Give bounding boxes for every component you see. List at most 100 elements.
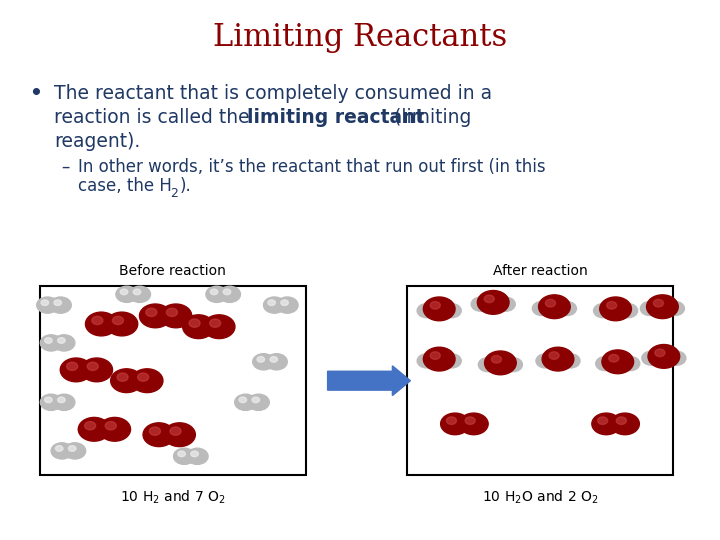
- Circle shape: [667, 351, 686, 365]
- FancyArrow shape: [328, 366, 410, 395]
- Circle shape: [616, 417, 626, 424]
- Text: ).: ).: [180, 177, 192, 195]
- Circle shape: [532, 301, 551, 315]
- Circle shape: [471, 297, 490, 311]
- Circle shape: [268, 300, 275, 306]
- Circle shape: [203, 315, 235, 339]
- Circle shape: [111, 369, 143, 393]
- Circle shape: [235, 394, 256, 410]
- Circle shape: [539, 295, 570, 319]
- Circle shape: [183, 315, 215, 339]
- Circle shape: [219, 286, 240, 302]
- Circle shape: [423, 297, 455, 321]
- Circle shape: [55, 446, 63, 451]
- Circle shape: [50, 297, 71, 313]
- Circle shape: [536, 354, 554, 368]
- Circle shape: [87, 362, 98, 370]
- Circle shape: [281, 300, 288, 306]
- Circle shape: [542, 347, 574, 371]
- Circle shape: [51, 443, 73, 459]
- Circle shape: [116, 286, 138, 302]
- Circle shape: [619, 303, 638, 318]
- Circle shape: [160, 304, 192, 328]
- Circle shape: [504, 357, 523, 372]
- Circle shape: [58, 338, 65, 343]
- Text: 10 H$_2$ and 7 O$_2$: 10 H$_2$ and 7 O$_2$: [120, 489, 225, 506]
- Circle shape: [491, 355, 502, 363]
- Circle shape: [593, 303, 612, 318]
- Circle shape: [417, 303, 436, 318]
- Text: reagent).: reagent).: [54, 132, 140, 151]
- Circle shape: [642, 351, 660, 365]
- Circle shape: [186, 448, 208, 464]
- Circle shape: [465, 417, 475, 424]
- Circle shape: [606, 301, 617, 309]
- Circle shape: [140, 304, 171, 328]
- Circle shape: [206, 286, 228, 302]
- Circle shape: [163, 423, 195, 447]
- Circle shape: [446, 417, 456, 424]
- Circle shape: [60, 358, 92, 382]
- Circle shape: [191, 451, 199, 457]
- Circle shape: [648, 345, 680, 368]
- Circle shape: [189, 319, 200, 327]
- Circle shape: [120, 289, 128, 295]
- Circle shape: [117, 373, 128, 381]
- Circle shape: [178, 451, 186, 457]
- Circle shape: [81, 358, 112, 382]
- Circle shape: [443, 303, 462, 318]
- Circle shape: [484, 295, 495, 302]
- Circle shape: [640, 301, 659, 315]
- Text: 10 H$_2$O and 2 O$_2$: 10 H$_2$O and 2 O$_2$: [482, 489, 598, 506]
- Bar: [40, 286, 306, 475]
- Bar: [407, 286, 673, 475]
- Circle shape: [621, 356, 640, 370]
- Circle shape: [666, 301, 685, 315]
- Circle shape: [276, 297, 298, 313]
- Circle shape: [143, 423, 175, 447]
- Circle shape: [600, 297, 631, 321]
- Circle shape: [459, 413, 488, 435]
- Text: (limiting: (limiting: [388, 108, 472, 127]
- Circle shape: [441, 413, 469, 435]
- Circle shape: [78, 417, 110, 441]
- Circle shape: [58, 397, 65, 403]
- Circle shape: [170, 427, 181, 435]
- Text: Before reaction: Before reaction: [120, 264, 226, 278]
- Circle shape: [595, 356, 614, 370]
- Circle shape: [210, 289, 218, 295]
- Circle shape: [40, 394, 62, 410]
- Circle shape: [423, 347, 455, 371]
- Circle shape: [264, 297, 285, 313]
- Circle shape: [53, 394, 75, 410]
- Circle shape: [430, 352, 441, 359]
- Circle shape: [40, 335, 62, 351]
- Circle shape: [558, 301, 577, 315]
- Text: reaction is called the: reaction is called the: [54, 108, 256, 127]
- Text: The reactant that is completely consumed in a: The reactant that is completely consumed…: [54, 84, 492, 103]
- Circle shape: [477, 291, 509, 314]
- Circle shape: [654, 349, 665, 356]
- Circle shape: [92, 316, 103, 325]
- Circle shape: [266, 354, 287, 370]
- Circle shape: [64, 443, 86, 459]
- Text: 2: 2: [170, 187, 178, 200]
- Circle shape: [68, 446, 76, 451]
- Text: After reaction: After reaction: [492, 264, 588, 278]
- Circle shape: [248, 394, 269, 410]
- Circle shape: [653, 299, 664, 307]
- Circle shape: [430, 301, 441, 309]
- Text: •: •: [29, 84, 42, 103]
- Circle shape: [145, 308, 157, 316]
- Circle shape: [592, 413, 621, 435]
- Circle shape: [598, 417, 608, 424]
- Circle shape: [253, 354, 274, 370]
- Circle shape: [257, 356, 265, 362]
- Circle shape: [174, 448, 195, 464]
- Circle shape: [54, 300, 61, 306]
- Text: –: –: [61, 158, 70, 176]
- Circle shape: [53, 335, 75, 351]
- Circle shape: [45, 397, 53, 403]
- Circle shape: [478, 357, 497, 372]
- Circle shape: [133, 289, 141, 295]
